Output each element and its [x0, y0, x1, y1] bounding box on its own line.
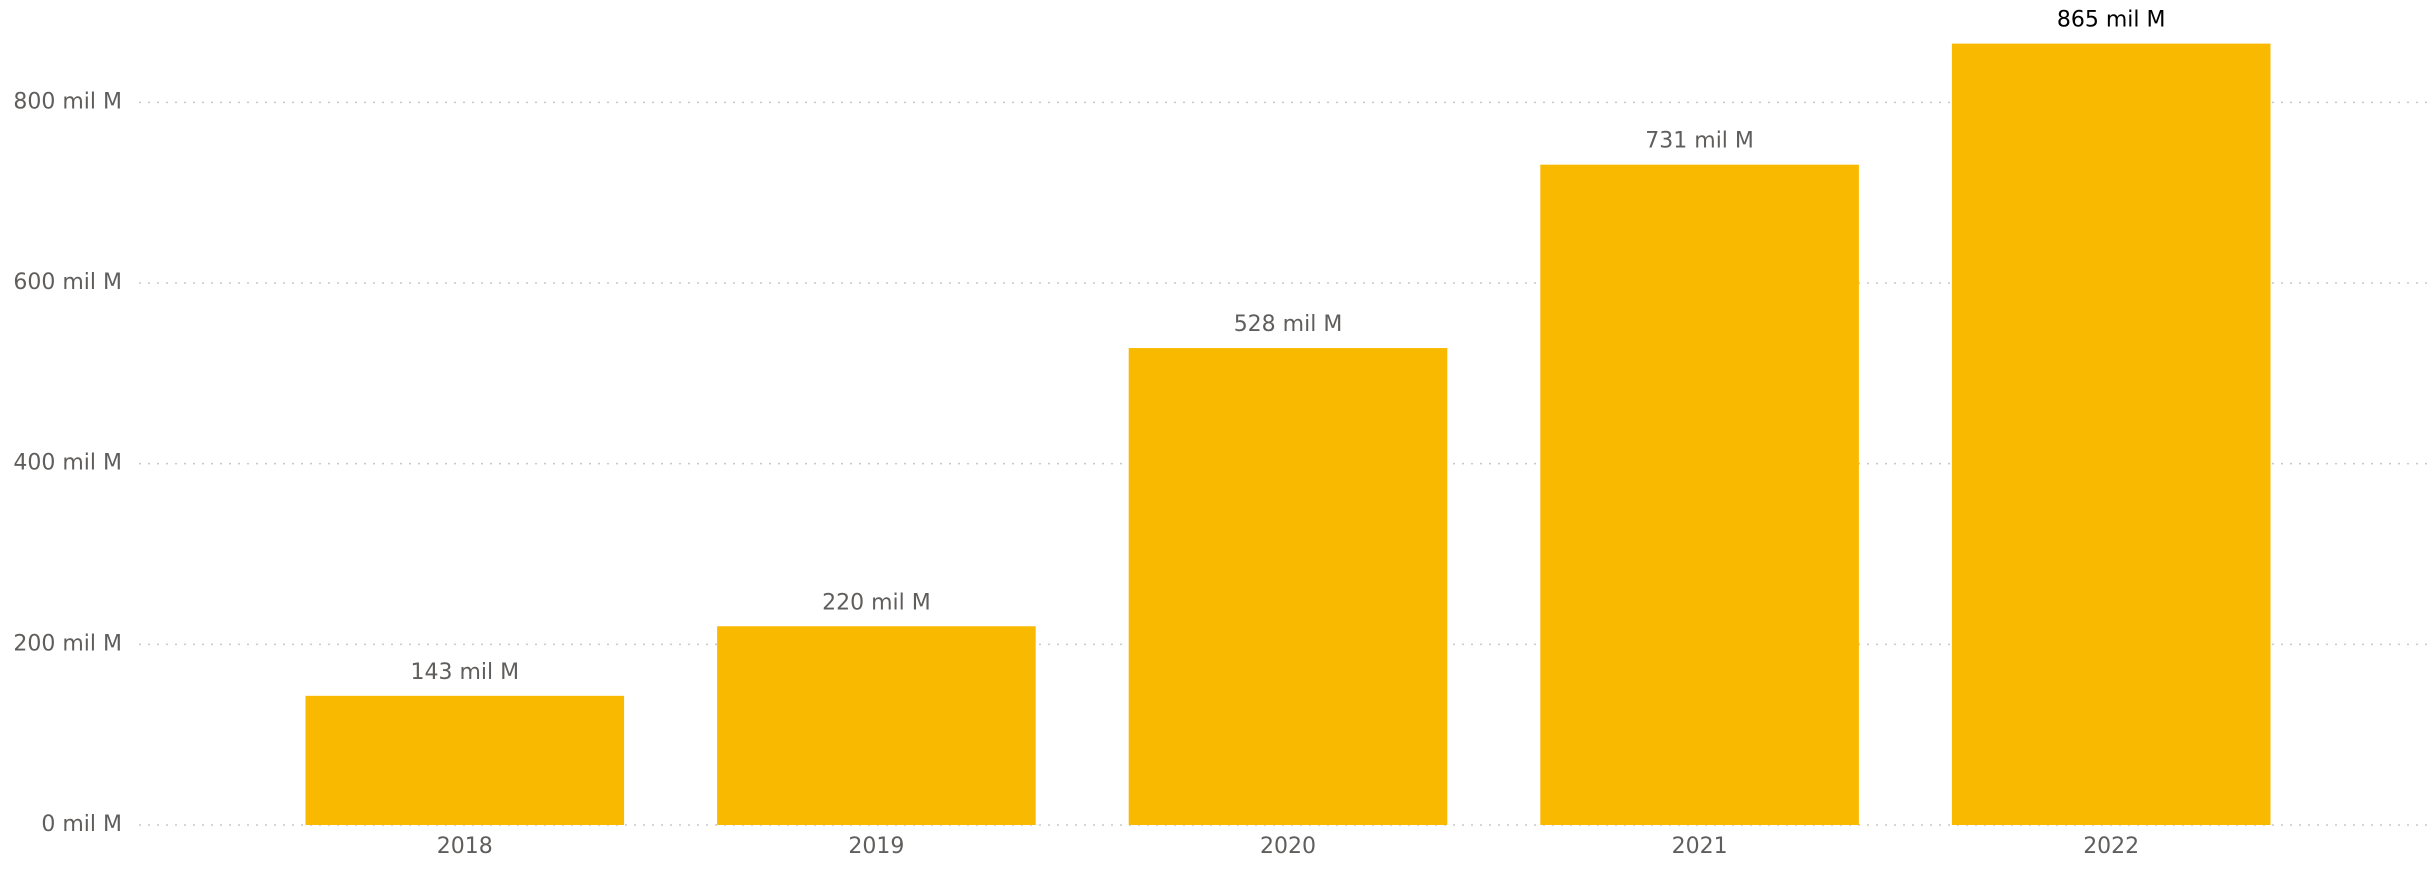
x-tick-label: 2018 — [437, 834, 493, 859]
x-tick-label: 2019 — [848, 834, 904, 859]
y-tick-label: 400 mil M — [13, 451, 122, 476]
y-tick-label: 0 mil M — [41, 812, 122, 837]
data-label: 865 mil M — [2057, 8, 2166, 33]
x-tick-label: 2020 — [1260, 834, 1316, 859]
bar — [1540, 164, 1859, 825]
bar — [1128, 348, 1448, 825]
data-label: 220 mil M — [822, 590, 931, 615]
y-tick-label: 800 mil M — [13, 89, 122, 114]
bar — [1951, 43, 2271, 826]
y-tick-label: 600 mil M — [13, 270, 122, 295]
bar — [305, 695, 625, 825]
x-tick-label: 2021 — [1672, 834, 1728, 859]
x-tick-label: 2022 — [2083, 834, 2139, 859]
data-label: 731 mil M — [1645, 129, 1754, 154]
data-label: 143 mil M — [410, 660, 519, 685]
data-label: 528 mil M — [1234, 312, 1343, 337]
y-tick-label: 200 mil M — [13, 631, 122, 656]
bar — [717, 626, 1036, 825]
